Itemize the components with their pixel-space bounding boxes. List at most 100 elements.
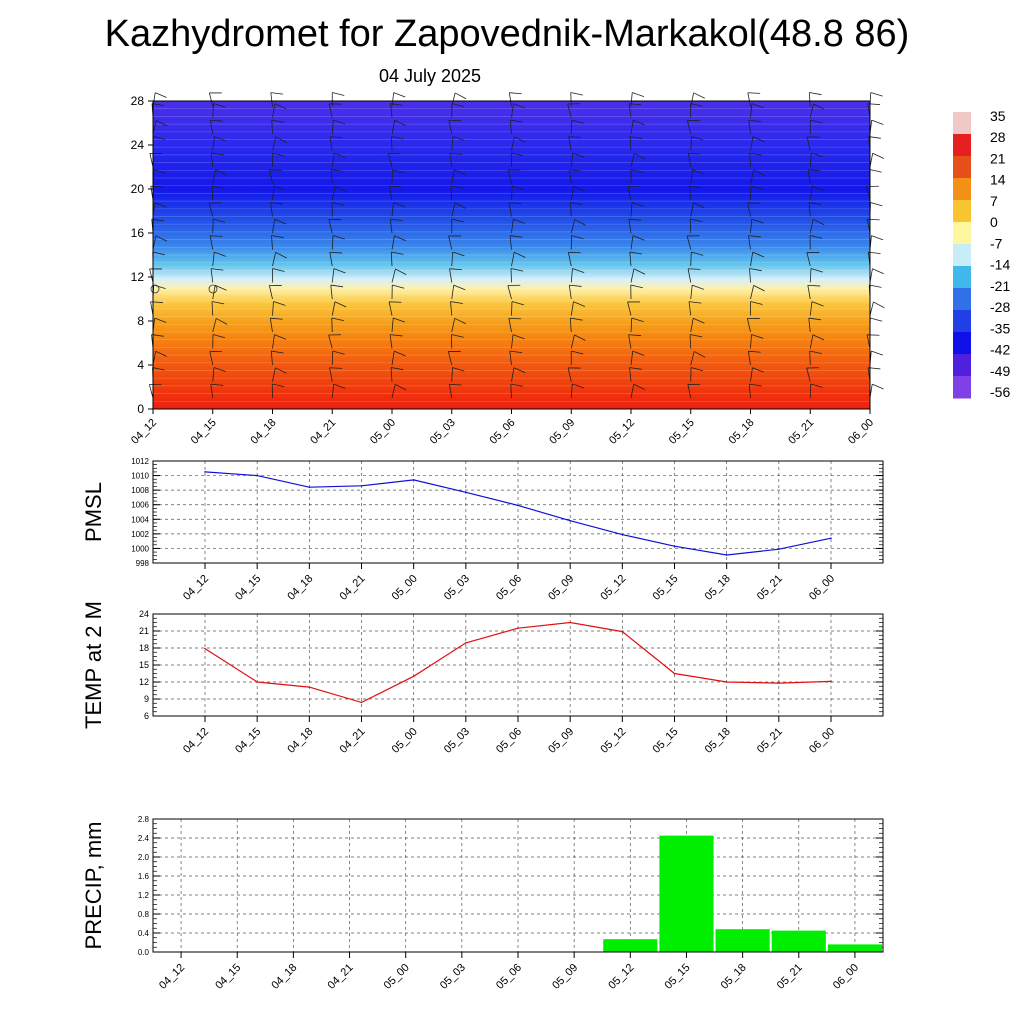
wind-barb-flag	[274, 334, 287, 340]
y-axis-label: PRECIP, mm	[81, 822, 106, 950]
wind-barb-staff	[389, 334, 393, 349]
wind-barb-staff	[509, 351, 512, 366]
wind-barb-flag	[450, 185, 464, 189]
wind-barb-flag	[334, 152, 346, 159]
colorbar-label: 0	[990, 214, 998, 230]
wind-barb-staff	[391, 92, 395, 107]
x-tick-label: 04_12	[181, 573, 211, 603]
wind-barb-flag	[392, 169, 405, 174]
wind-barb-staff	[511, 219, 514, 234]
wind-barb-flag	[334, 301, 347, 308]
colorbar-swatch	[953, 354, 971, 377]
wind-barb-flag	[751, 334, 764, 339]
wind-barb-staff	[806, 136, 811, 151]
wind-barb-flag	[389, 185, 402, 188]
data-point	[621, 630, 624, 633]
wind-barb-staff	[331, 153, 335, 168]
wind-barb-staff	[212, 169, 216, 184]
wind-barb-flag	[154, 317, 167, 323]
wind-barb-flag	[690, 218, 703, 222]
wind-barb-flag	[330, 136, 343, 139]
wind-barb-staff	[509, 120, 512, 135]
wind-barb-flag	[573, 185, 586, 192]
x-tick-label: 05_03	[442, 726, 472, 756]
wind-barb-flag	[153, 284, 166, 290]
panel-frame	[152, 613, 884, 717]
wind-barb-flag	[569, 284, 582, 287]
wind-barb-flag	[215, 284, 227, 291]
wind-barb-staff	[809, 186, 813, 201]
x-tick-label: 05_09	[547, 417, 577, 447]
x-tick-label: 05_15	[667, 417, 697, 447]
temperature-field	[153, 101, 870, 409]
precip-bar	[603, 939, 658, 952]
wind-barb-staff	[750, 285, 755, 300]
y-tick-label: 24	[139, 609, 149, 619]
wind-barb-flag	[330, 169, 344, 172]
wind-barb-staff	[690, 351, 695, 366]
wind-barb-flag	[391, 136, 404, 140]
wind-barb-staff	[690, 92, 695, 107]
wind-barb-staff	[630, 202, 633, 217]
data-point	[778, 548, 780, 550]
wind-barb-flag	[812, 185, 824, 192]
wind-barb-flag	[811, 301, 824, 307]
x-tick-label: 05_06	[494, 573, 524, 603]
wind-barb-staff	[451, 252, 454, 267]
wind-barb-flag	[452, 136, 465, 141]
colorbar-swatch	[953, 310, 971, 333]
wind-barb-flag	[270, 317, 283, 320]
panel-frame	[152, 460, 884, 564]
wind-barb-flag	[871, 235, 884, 241]
wind-barb-flag	[152, 251, 165, 256]
wind-barb-staff	[749, 152, 751, 168]
temperature-colorbar: 35 28 21 14 7 0 -7 -14 -21 -28 -35 -42 -49 -56	[953, 108, 1010, 400]
wind-barb-flag	[394, 350, 406, 357]
wind-barb-flag	[633, 383, 646, 390]
colorbar-label: -21	[990, 278, 1010, 294]
y-tick-label: 12	[139, 677, 149, 687]
colorbar-swatch	[953, 376, 971, 399]
wind-barb-staff	[447, 351, 453, 366]
x-tick-label: 05_21	[786, 417, 816, 447]
x-tick-label: 04_21	[326, 962, 356, 992]
wind-barb-staff	[272, 103, 276, 118]
wind-barb-flag	[691, 251, 704, 256]
wind-barb-flag	[512, 334, 525, 340]
wind-barb-flag	[632, 235, 645, 241]
wind-barb-flag	[809, 350, 822, 354]
wind-barb-staff	[271, 235, 273, 250]
x-tick-label: 04_12	[129, 417, 159, 447]
wind-barb-flag	[632, 92, 645, 97]
y-tick-label: 1012	[131, 457, 149, 466]
wind-barb-flag	[509, 202, 522, 204]
wind-barb-flag	[331, 317, 344, 321]
wind-barb-staff	[451, 92, 456, 107]
wind-barb-flag	[275, 252, 287, 259]
wind-barb-staff	[750, 252, 754, 267]
wind-barb-staff	[570, 153, 574, 168]
wind-barb-staff	[331, 268, 335, 283]
wind-barb-flag	[390, 218, 403, 222]
wind-barb-staff	[749, 268, 751, 283]
temp2m-panel: 6 9 12 15 18 21 24 04_12 04_15 04_18 04_21 05_00 05_…	[81, 601, 884, 756]
wind-barb-flag	[155, 235, 168, 242]
wind-barb-flag	[329, 251, 343, 254]
wind-barb-staff	[629, 252, 632, 267]
y-tick-label: 20	[131, 182, 145, 196]
wind-barb-flag	[693, 317, 705, 324]
wind-barb-flag	[751, 218, 764, 224]
wind-barb-flag	[628, 218, 642, 221]
y-tick-label: 2.0	[138, 853, 150, 862]
wind-barb-flag	[274, 103, 287, 110]
wind-barb-staff	[508, 92, 512, 107]
wind-barb-flag	[571, 235, 584, 240]
wind-barb-flag	[394, 235, 406, 242]
wind-barb-flag	[210, 235, 223, 237]
y-tick-label: 9	[144, 694, 149, 704]
wind-barb-flag	[509, 350, 523, 354]
wind-barb-flag	[511, 152, 524, 157]
wind-barb-staff	[690, 202, 694, 217]
y-axis-label: TEMP at 2 M	[81, 601, 106, 729]
x-tick-label: 05_15	[651, 726, 681, 756]
